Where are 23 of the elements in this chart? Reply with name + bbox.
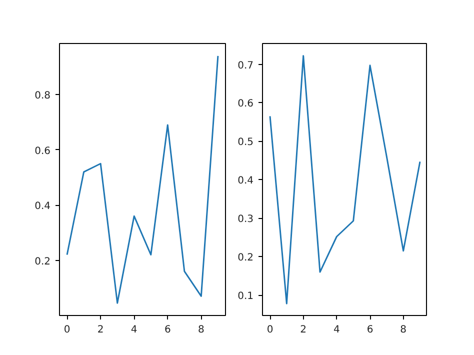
x-tick-label: 6 xyxy=(164,324,171,336)
x-tick-label: 4 xyxy=(130,324,138,336)
line-series xyxy=(66,55,219,304)
x-tick-label: 4 xyxy=(333,324,340,336)
y-tick-label: 0.4 xyxy=(34,201,51,212)
y-tick-label: 0.4 xyxy=(238,176,254,187)
line-series xyxy=(269,55,421,304)
y-tick-label: 0.7 xyxy=(238,60,254,72)
x-tick-label: 6 xyxy=(366,324,374,336)
y-tick-label: 0.6 xyxy=(238,98,254,110)
y-tick-label: 0.3 xyxy=(238,214,254,226)
y-tick-label: 0.5 xyxy=(238,137,254,148)
y-tick-label: 0.2 xyxy=(238,252,254,264)
y-tick-label: 0.8 xyxy=(34,90,51,102)
y-tick-label: 0.6 xyxy=(34,146,51,157)
y-tick-label: 0.1 xyxy=(238,291,254,302)
x-tick-label: 0 xyxy=(64,324,70,336)
y-tick-label: 0.2 xyxy=(34,256,51,268)
x-tick-label: 2 xyxy=(300,324,307,336)
x-tick-label: 0 xyxy=(266,324,274,336)
x-tick-label: 8 xyxy=(400,324,407,336)
x-tick-label: 2 xyxy=(97,324,104,336)
x-tick-label: 8 xyxy=(198,324,204,336)
